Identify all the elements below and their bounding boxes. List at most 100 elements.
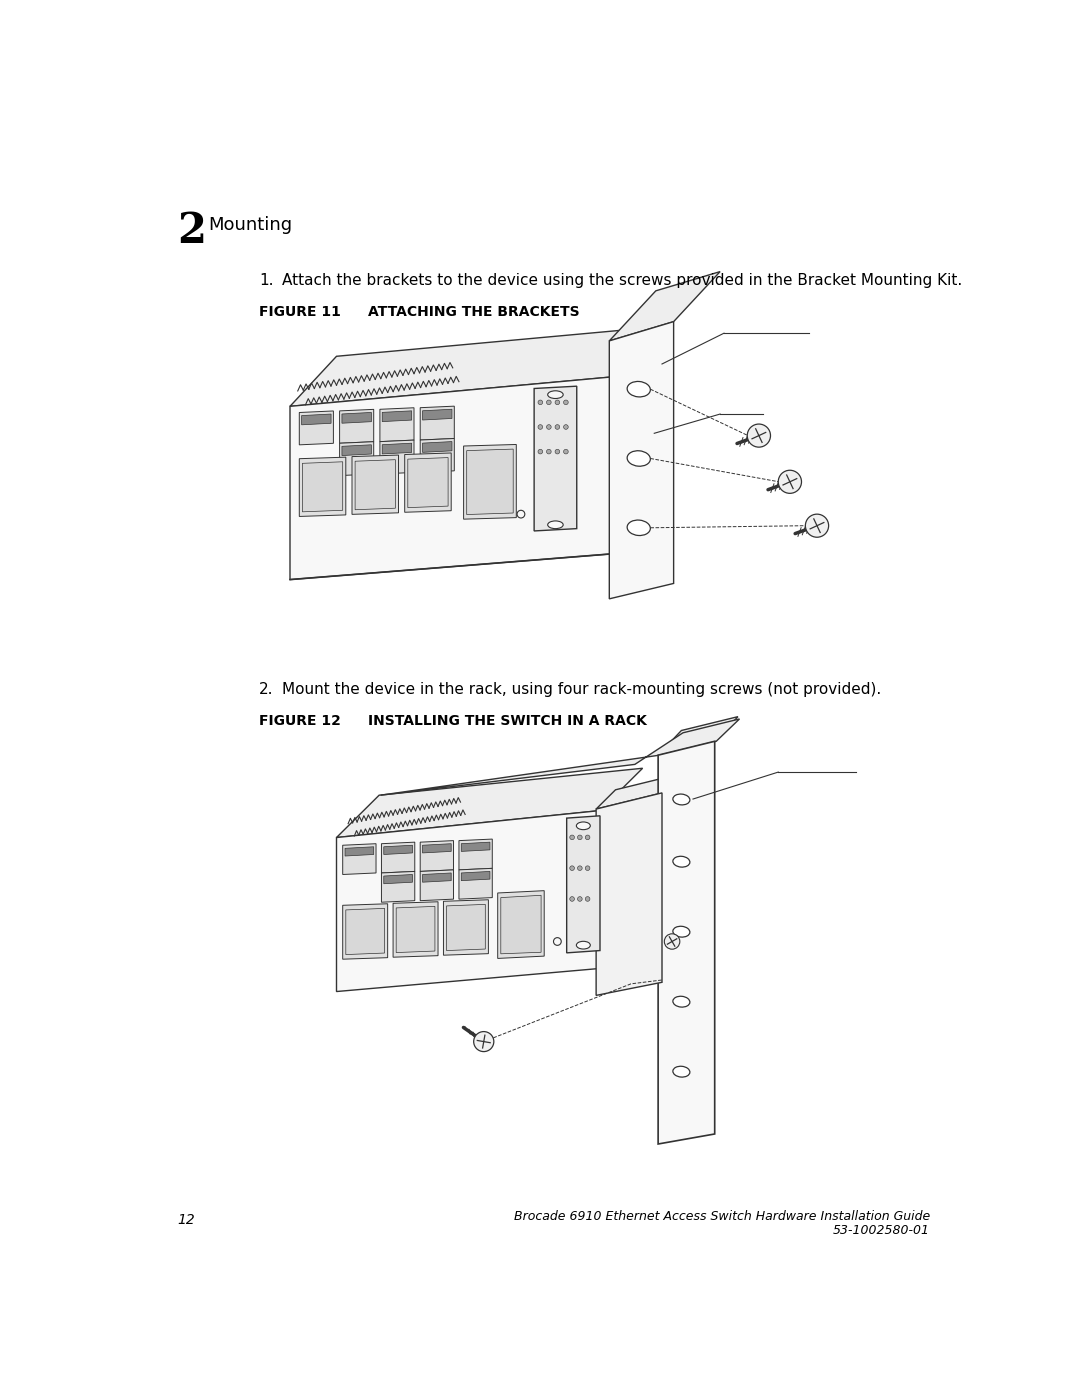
Polygon shape xyxy=(422,441,451,453)
Circle shape xyxy=(570,897,575,901)
Polygon shape xyxy=(383,845,413,855)
Circle shape xyxy=(564,400,568,405)
Circle shape xyxy=(546,450,551,454)
Circle shape xyxy=(555,425,559,429)
Polygon shape xyxy=(380,440,414,474)
Polygon shape xyxy=(299,457,346,517)
Polygon shape xyxy=(352,455,399,514)
Ellipse shape xyxy=(577,942,591,949)
Polygon shape xyxy=(291,326,674,407)
Polygon shape xyxy=(346,908,384,954)
Polygon shape xyxy=(535,386,577,531)
Ellipse shape xyxy=(673,1066,690,1077)
Circle shape xyxy=(806,514,828,538)
Polygon shape xyxy=(381,842,415,873)
Polygon shape xyxy=(382,411,411,422)
Ellipse shape xyxy=(627,520,650,535)
Polygon shape xyxy=(337,810,600,992)
Text: FIGURE 12: FIGURE 12 xyxy=(259,714,341,728)
Polygon shape xyxy=(444,900,488,956)
Text: 1.: 1. xyxy=(259,274,273,288)
Polygon shape xyxy=(459,840,492,870)
Ellipse shape xyxy=(673,856,690,868)
Polygon shape xyxy=(382,443,411,454)
Polygon shape xyxy=(567,816,600,953)
Polygon shape xyxy=(422,409,451,420)
Text: FIGURE 11: FIGURE 11 xyxy=(259,305,341,319)
Polygon shape xyxy=(422,844,451,854)
Polygon shape xyxy=(380,408,414,441)
Circle shape xyxy=(578,835,582,840)
Text: Brocade 6910 Ethernet Access Switch Hardware Installation Guide: Brocade 6910 Ethernet Access Switch Hard… xyxy=(514,1210,930,1224)
Polygon shape xyxy=(459,869,492,900)
Text: 12: 12 xyxy=(177,1214,194,1228)
Circle shape xyxy=(538,425,542,429)
Polygon shape xyxy=(383,875,413,884)
Polygon shape xyxy=(339,441,374,475)
Polygon shape xyxy=(337,768,643,838)
Circle shape xyxy=(585,897,590,901)
Text: 2.: 2. xyxy=(259,682,273,697)
Ellipse shape xyxy=(673,926,690,937)
Polygon shape xyxy=(301,414,332,425)
Polygon shape xyxy=(420,870,454,901)
Ellipse shape xyxy=(548,521,563,528)
Polygon shape xyxy=(339,409,374,443)
Polygon shape xyxy=(461,872,490,880)
Polygon shape xyxy=(420,407,455,440)
Text: INSTALLING THE SWITCH IN A RACK: INSTALLING THE SWITCH IN A RACK xyxy=(367,714,646,728)
Polygon shape xyxy=(609,321,674,599)
Circle shape xyxy=(555,450,559,454)
Circle shape xyxy=(555,400,559,405)
Circle shape xyxy=(546,425,551,429)
Polygon shape xyxy=(405,453,451,513)
Ellipse shape xyxy=(673,793,690,805)
Text: 2: 2 xyxy=(177,210,206,251)
Circle shape xyxy=(779,471,801,493)
Polygon shape xyxy=(342,444,372,455)
Polygon shape xyxy=(658,742,715,1144)
Polygon shape xyxy=(299,411,334,444)
Ellipse shape xyxy=(548,391,563,398)
Polygon shape xyxy=(302,462,342,511)
Polygon shape xyxy=(396,907,435,953)
Circle shape xyxy=(564,450,568,454)
Polygon shape xyxy=(342,904,388,960)
Circle shape xyxy=(570,835,575,840)
Polygon shape xyxy=(345,847,374,856)
Polygon shape xyxy=(467,448,513,514)
Polygon shape xyxy=(596,774,681,809)
Polygon shape xyxy=(501,895,541,954)
Polygon shape xyxy=(291,376,627,580)
Polygon shape xyxy=(446,904,485,950)
Polygon shape xyxy=(420,841,454,872)
Polygon shape xyxy=(596,793,662,996)
Polygon shape xyxy=(342,844,376,875)
Circle shape xyxy=(585,866,590,870)
Polygon shape xyxy=(498,891,544,958)
Text: 53-1002580-01: 53-1002580-01 xyxy=(833,1224,930,1238)
Polygon shape xyxy=(422,873,451,882)
Polygon shape xyxy=(463,444,516,520)
Text: Mount the device in the rack, using four rack-mounting screws (not provided).: Mount the device in the rack, using four… xyxy=(282,682,881,697)
Circle shape xyxy=(546,400,551,405)
Polygon shape xyxy=(381,872,415,902)
Text: Mounting: Mounting xyxy=(208,217,293,235)
Polygon shape xyxy=(461,842,490,851)
Ellipse shape xyxy=(577,821,591,830)
Circle shape xyxy=(585,835,590,840)
Circle shape xyxy=(554,937,562,946)
Circle shape xyxy=(664,933,679,949)
Ellipse shape xyxy=(673,996,690,1007)
Polygon shape xyxy=(609,271,720,341)
Circle shape xyxy=(564,425,568,429)
Text: ATTACHING THE BRACKETS: ATTACHING THE BRACKETS xyxy=(367,305,579,319)
Polygon shape xyxy=(393,901,438,957)
Polygon shape xyxy=(658,717,738,756)
Circle shape xyxy=(570,866,575,870)
Polygon shape xyxy=(342,412,372,423)
Circle shape xyxy=(474,1031,494,1052)
Polygon shape xyxy=(380,719,740,795)
Polygon shape xyxy=(420,439,455,472)
Polygon shape xyxy=(408,458,448,507)
